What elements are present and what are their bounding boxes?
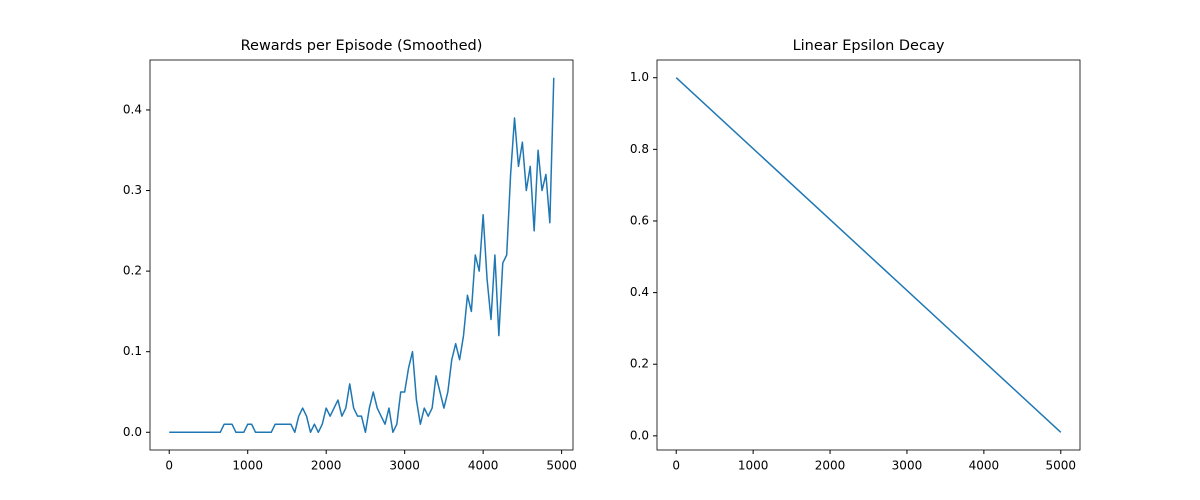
y-tick-label: 0.4 xyxy=(123,102,142,116)
axes-frame xyxy=(656,59,1081,451)
y-tick-label: 0.4 xyxy=(630,285,649,299)
x-tick-label: 3000 xyxy=(389,459,420,473)
data-line xyxy=(169,77,555,434)
x-tick-label: 4000 xyxy=(969,459,1000,473)
y-tick-label: 0.1 xyxy=(123,344,142,358)
y-tick-label: 0.2 xyxy=(630,357,649,371)
axes-frame xyxy=(149,59,574,451)
x-tick-label: 0 xyxy=(672,459,680,473)
y-tick-label: 0.6 xyxy=(630,213,649,227)
data-line xyxy=(675,77,1062,433)
x-tick-label: 4000 xyxy=(468,459,499,473)
x-tick-label: 1000 xyxy=(738,459,769,473)
x-tick-label: 2000 xyxy=(815,459,846,473)
x-tick-label: 3000 xyxy=(892,459,923,473)
x-tick-label: 5000 xyxy=(546,459,577,473)
y-tick-label: 0.0 xyxy=(123,425,142,439)
chart-title: Linear Epsilon Decay xyxy=(793,38,945,54)
y-tick-label: 0.3 xyxy=(123,183,142,197)
y-tick-label: 1.0 xyxy=(630,70,649,84)
chart-title: Rewards per Episode (Smoothed) xyxy=(241,38,483,54)
y-tick-label: 0.0 xyxy=(630,428,649,442)
x-tick-label: 2000 xyxy=(311,459,342,473)
x-tick-label: 0 xyxy=(165,459,173,473)
x-tick-label: 1000 xyxy=(232,459,263,473)
y-tick-label: 0.8 xyxy=(630,142,649,156)
y-tick-label: 0.2 xyxy=(123,264,142,278)
x-tick-label: 5000 xyxy=(1045,459,1076,473)
